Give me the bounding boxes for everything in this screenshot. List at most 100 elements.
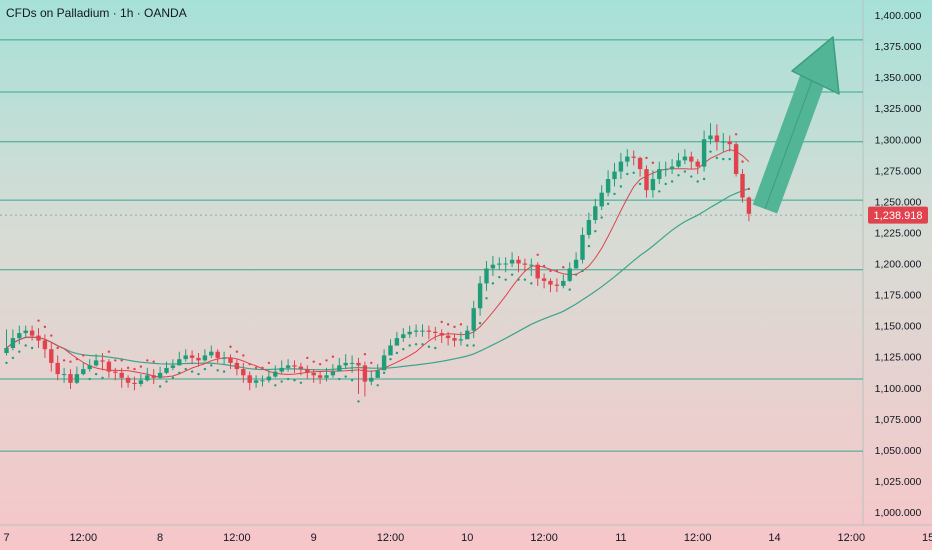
candle-body bbox=[273, 371, 278, 377]
candle-body bbox=[407, 331, 412, 335]
candle-body bbox=[657, 169, 662, 179]
y-tick-label: 1,400.000 bbox=[875, 10, 922, 22]
sar-dot bbox=[421, 343, 424, 346]
sar-dot bbox=[677, 174, 680, 177]
candle-body bbox=[484, 268, 489, 284]
chart-title: CFDs on Palladium · 1h · OANDA bbox=[6, 6, 187, 20]
sar-dot bbox=[318, 362, 322, 366]
candle-body bbox=[375, 370, 380, 378]
candle-body bbox=[145, 375, 150, 381]
candle-body bbox=[663, 169, 668, 171]
sar-dot bbox=[536, 253, 539, 257]
sar-dot bbox=[523, 278, 527, 281]
y-tick-label: 1,200.000 bbox=[875, 259, 922, 271]
candle-body bbox=[573, 259, 579, 269]
y-tick-label: 1,175.000 bbox=[875, 290, 922, 302]
candle-body bbox=[541, 278, 547, 281]
x-tick-label: 12:00 bbox=[530, 532, 558, 544]
x-tick-label: 14 bbox=[768, 532, 780, 544]
candle-body bbox=[349, 362, 355, 364]
sar-dot bbox=[453, 325, 456, 329]
candle-body bbox=[388, 345, 393, 356]
sar-dot bbox=[325, 359, 328, 362]
sar-dot bbox=[293, 379, 296, 382]
sar-dot bbox=[376, 384, 379, 387]
candle-body bbox=[580, 234, 585, 260]
candle-body bbox=[420, 330, 425, 332]
sar-dot bbox=[120, 359, 123, 362]
candle-body bbox=[714, 135, 720, 142]
candle-body bbox=[42, 340, 48, 350]
sar-dot bbox=[146, 359, 149, 362]
y-tick-label: 1,125.000 bbox=[875, 352, 922, 364]
sar-dot bbox=[184, 367, 187, 371]
candle-body bbox=[202, 355, 208, 361]
y-tick-label: 1,325.000 bbox=[875, 103, 922, 115]
candle-body bbox=[605, 179, 611, 193]
sar-dot bbox=[43, 325, 47, 329]
sar-dot bbox=[152, 360, 155, 363]
x-tick-label: 11 bbox=[615, 532, 626, 544]
sar-dot bbox=[466, 344, 469, 347]
candle-body bbox=[36, 335, 41, 341]
sar-dot bbox=[402, 348, 405, 351]
sar-dot bbox=[158, 385, 162, 388]
candle-body bbox=[695, 161, 700, 167]
candle-body bbox=[721, 141, 726, 143]
candle-body bbox=[221, 357, 227, 359]
sar-dot bbox=[530, 282, 533, 285]
candle-body bbox=[234, 362, 240, 370]
sar-dot bbox=[741, 160, 744, 163]
candle-body bbox=[49, 349, 54, 363]
sar-dot bbox=[498, 275, 501, 279]
candle-body bbox=[689, 156, 694, 162]
y-tick-label: 1,025.000 bbox=[875, 476, 922, 488]
sar-dot bbox=[338, 377, 341, 381]
sar-dot bbox=[5, 361, 8, 365]
sar-dot bbox=[331, 355, 335, 358]
sar-dot bbox=[299, 381, 303, 384]
sar-dot bbox=[286, 377, 290, 381]
sar-dot bbox=[178, 371, 181, 375]
sar-dot bbox=[709, 150, 712, 153]
sar-dot bbox=[107, 350, 111, 353]
sar-dot bbox=[171, 376, 175, 380]
candle-body bbox=[452, 338, 457, 341]
sar-dot bbox=[587, 244, 591, 248]
sar-dot bbox=[261, 366, 264, 370]
candle-body bbox=[676, 160, 681, 167]
sar-dot bbox=[165, 380, 168, 383]
candle-body bbox=[228, 357, 233, 363]
sar-dot bbox=[363, 353, 367, 356]
sar-dot bbox=[485, 297, 488, 300]
sar-dot bbox=[491, 282, 495, 285]
candle-body bbox=[170, 365, 176, 368]
candle-body bbox=[401, 334, 406, 338]
sar-dot bbox=[440, 320, 443, 324]
candle-body bbox=[292, 365, 297, 367]
arrow-shaft-edge bbox=[764, 77, 814, 210]
y-tick-label: 1,250.000 bbox=[875, 196, 922, 208]
candle-body bbox=[132, 382, 137, 384]
candle-body bbox=[68, 374, 73, 383]
sar-dot bbox=[114, 359, 117, 362]
sar-dot bbox=[389, 357, 392, 361]
sar-dot bbox=[350, 379, 354, 382]
sar-dot bbox=[504, 278, 507, 281]
candle-body bbox=[465, 330, 470, 340]
sar-dot bbox=[645, 156, 648, 160]
sar-dot bbox=[190, 370, 194, 373]
candle-body bbox=[324, 375, 329, 378]
candle-body bbox=[29, 330, 35, 336]
x-tick-label: 12:00 bbox=[684, 532, 712, 544]
candle-body bbox=[157, 372, 163, 378]
candle-body bbox=[177, 359, 182, 366]
candle-body bbox=[593, 206, 598, 220]
sar-dot bbox=[75, 357, 79, 361]
sar-dot bbox=[94, 372, 98, 376]
x-tick-label: 12:00 bbox=[70, 532, 98, 544]
sar-dot bbox=[88, 377, 91, 381]
